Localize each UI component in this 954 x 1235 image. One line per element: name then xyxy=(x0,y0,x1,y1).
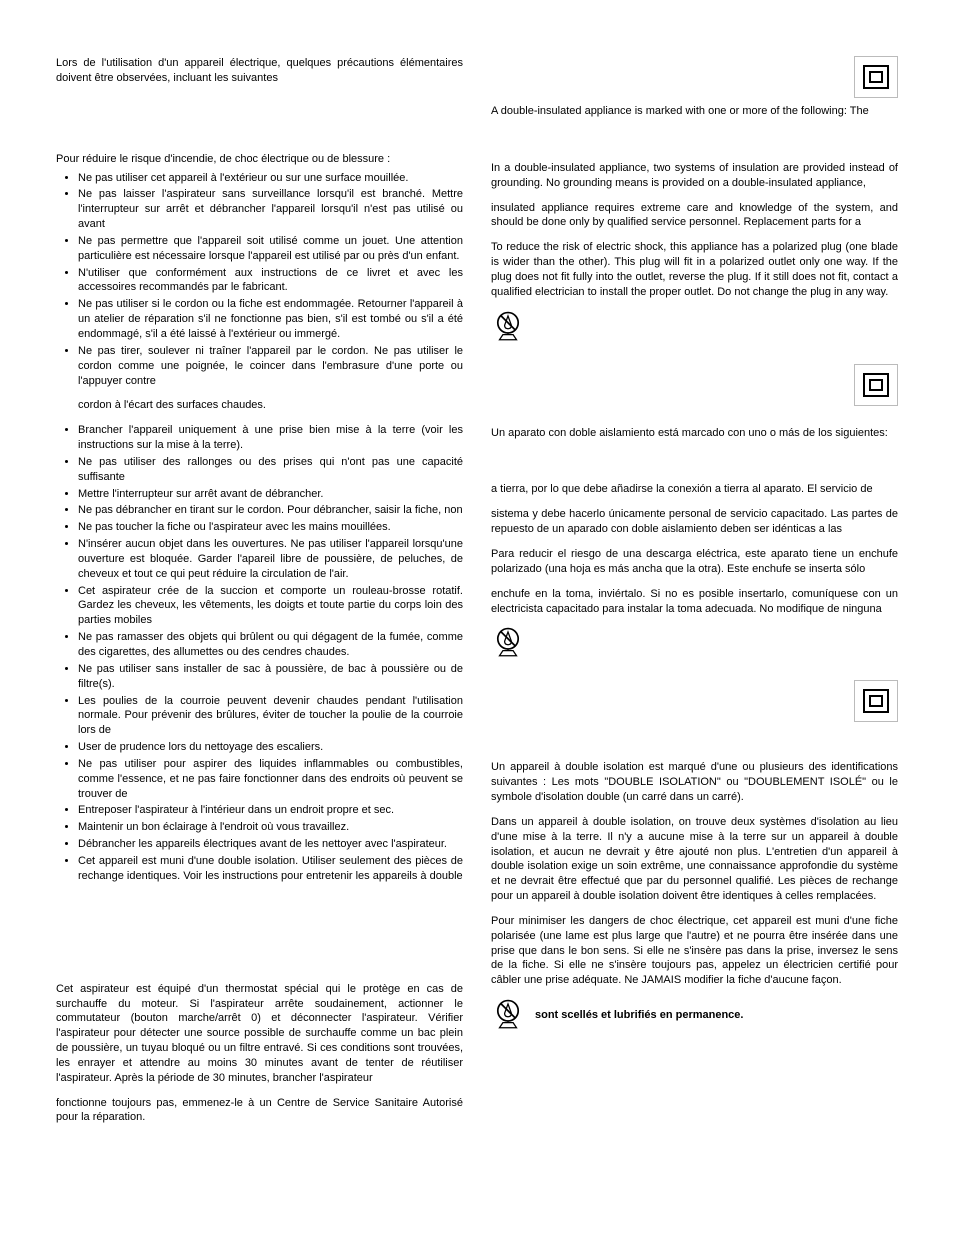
fr-plug: Pour minimiser les dangers de choc élect… xyxy=(491,914,898,988)
safety-bullet: Maintenir un bon éclairage à l'endroit o… xyxy=(78,820,463,835)
safety-bullet: Cet aspirateur crée de la succion et com… xyxy=(78,584,463,629)
right-column: A double-insulated appliance is marked w… xyxy=(491,56,898,1195)
safety-bullets-2: Brancher l'appareil uniquement à une pri… xyxy=(56,423,463,883)
es-marked: Un aparato con doble aislamiento está ma… xyxy=(491,426,898,441)
no-oil-icon xyxy=(491,626,525,660)
left-column: Lors de l'utilisation d'un appareil élec… xyxy=(56,56,463,1195)
safety-bullet: Brancher l'appareil uniquement à une pri… xyxy=(78,423,463,453)
cordon-line: cordon à l'écart des surfaces chaudes. xyxy=(56,398,463,413)
double-insulation-icon xyxy=(854,56,898,98)
es-ground: a tierra, por lo que debe añadirse la co… xyxy=(491,482,898,497)
safety-bullet: Cet appareil est muni d'une double isola… xyxy=(78,854,463,884)
safety-bullet: N'utiliser que conformément aux instruct… xyxy=(78,266,463,296)
safety-bullet: Ne pas utiliser des rallonges ou des pri… xyxy=(78,455,463,485)
safety-bullet: Débrancher les appareils électriques ava… xyxy=(78,837,463,852)
safety-bullet: Entreposer l'aspirateur à l'intérieur da… xyxy=(78,803,463,818)
fr-two-systems: Dans un appareil à double isolation, on … xyxy=(491,815,898,904)
thermostat-paragraph-2: fonctionne toujours pas, emmenez-le à un… xyxy=(56,1096,463,1126)
en-plug: To reduce the risk of electric shock, th… xyxy=(491,240,898,299)
no-oil-row-en xyxy=(491,310,898,344)
safety-bullet: Ne pas utiliser sans installer de sac à … xyxy=(78,662,463,692)
en-service: insulated appliance requires extreme car… xyxy=(491,201,898,231)
safety-bullet: Ne pas utiliser cet appareil à l'extérie… xyxy=(78,171,463,186)
safety-bullet: Ne pas débrancher en tirant sur le cordo… xyxy=(78,503,463,518)
fr-marked: Un appareil à double isolation est marqu… xyxy=(491,760,898,805)
safety-bullet: Ne pas toucher la fiche ou l'aspirateur … xyxy=(78,520,463,535)
es-plug-2: enchufe en la toma, inviértalo. Si no es… xyxy=(491,587,898,617)
double-insulation-icon xyxy=(854,680,898,722)
thermostat-paragraph-1: Cet aspirateur est équipé d'un thermosta… xyxy=(56,982,463,1086)
es-service: sistema y debe hacerlo únicamente person… xyxy=(491,507,898,537)
no-oil-icon xyxy=(491,310,525,344)
no-oil-icon xyxy=(491,998,525,1032)
double-insulation-row-es xyxy=(491,364,898,406)
safety-bullet: Mettre l'interrupteur sur arrêt avant de… xyxy=(78,487,463,502)
en-two-systems: In a double-insulated appliance, two sys… xyxy=(491,161,898,191)
safety-bullet: N'insérer aucun objet dans les ouverture… xyxy=(78,537,463,582)
double-insulation-icon xyxy=(854,364,898,406)
es-plug-1: Para reducir el riesgo de una descarga e… xyxy=(491,547,898,577)
no-oil-row-fr: sont scellés et lubrifiés en permanence. xyxy=(491,998,898,1032)
safety-bullets-1: Ne pas utiliser cet appareil à l'extérie… xyxy=(56,171,463,389)
en-marked: A double-insulated appliance is marked w… xyxy=(491,104,898,119)
safety-bullet: User de prudence lors du nettoyage des e… xyxy=(78,740,463,755)
safety-bullet: Ne pas permettre que l'appareil soit uti… xyxy=(78,234,463,264)
double-insulation-row-fr xyxy=(491,680,898,722)
safety-bullet: Ne pas ramasser des objets qui brûlent o… xyxy=(78,630,463,660)
safety-bullet: Les poulies de la courroie peuvent deven… xyxy=(78,694,463,739)
safety-bullet: Ne pas tirer, soulever ni traîner l'appa… xyxy=(78,344,463,389)
reduce-risk-line: Pour réduire le risque d'incendie, de ch… xyxy=(56,152,463,167)
fr-oil-text: sont scellés et lubrifiés en permanence. xyxy=(535,1008,743,1023)
safety-bullet: Ne pas laisser l'aspirateur sans surveil… xyxy=(78,187,463,232)
intro-paragraph: Lors de l'utilisation d'un appareil élec… xyxy=(56,56,463,86)
safety-bullet: Ne pas utiliser si le cordon ou la fiche… xyxy=(78,297,463,342)
double-insulation-row-en xyxy=(491,56,898,98)
page: Lors de l'utilisation d'un appareil élec… xyxy=(0,0,954,1235)
no-oil-row-es xyxy=(491,626,898,660)
safety-bullet: Ne pas utiliser pour aspirer des liquide… xyxy=(78,757,463,802)
